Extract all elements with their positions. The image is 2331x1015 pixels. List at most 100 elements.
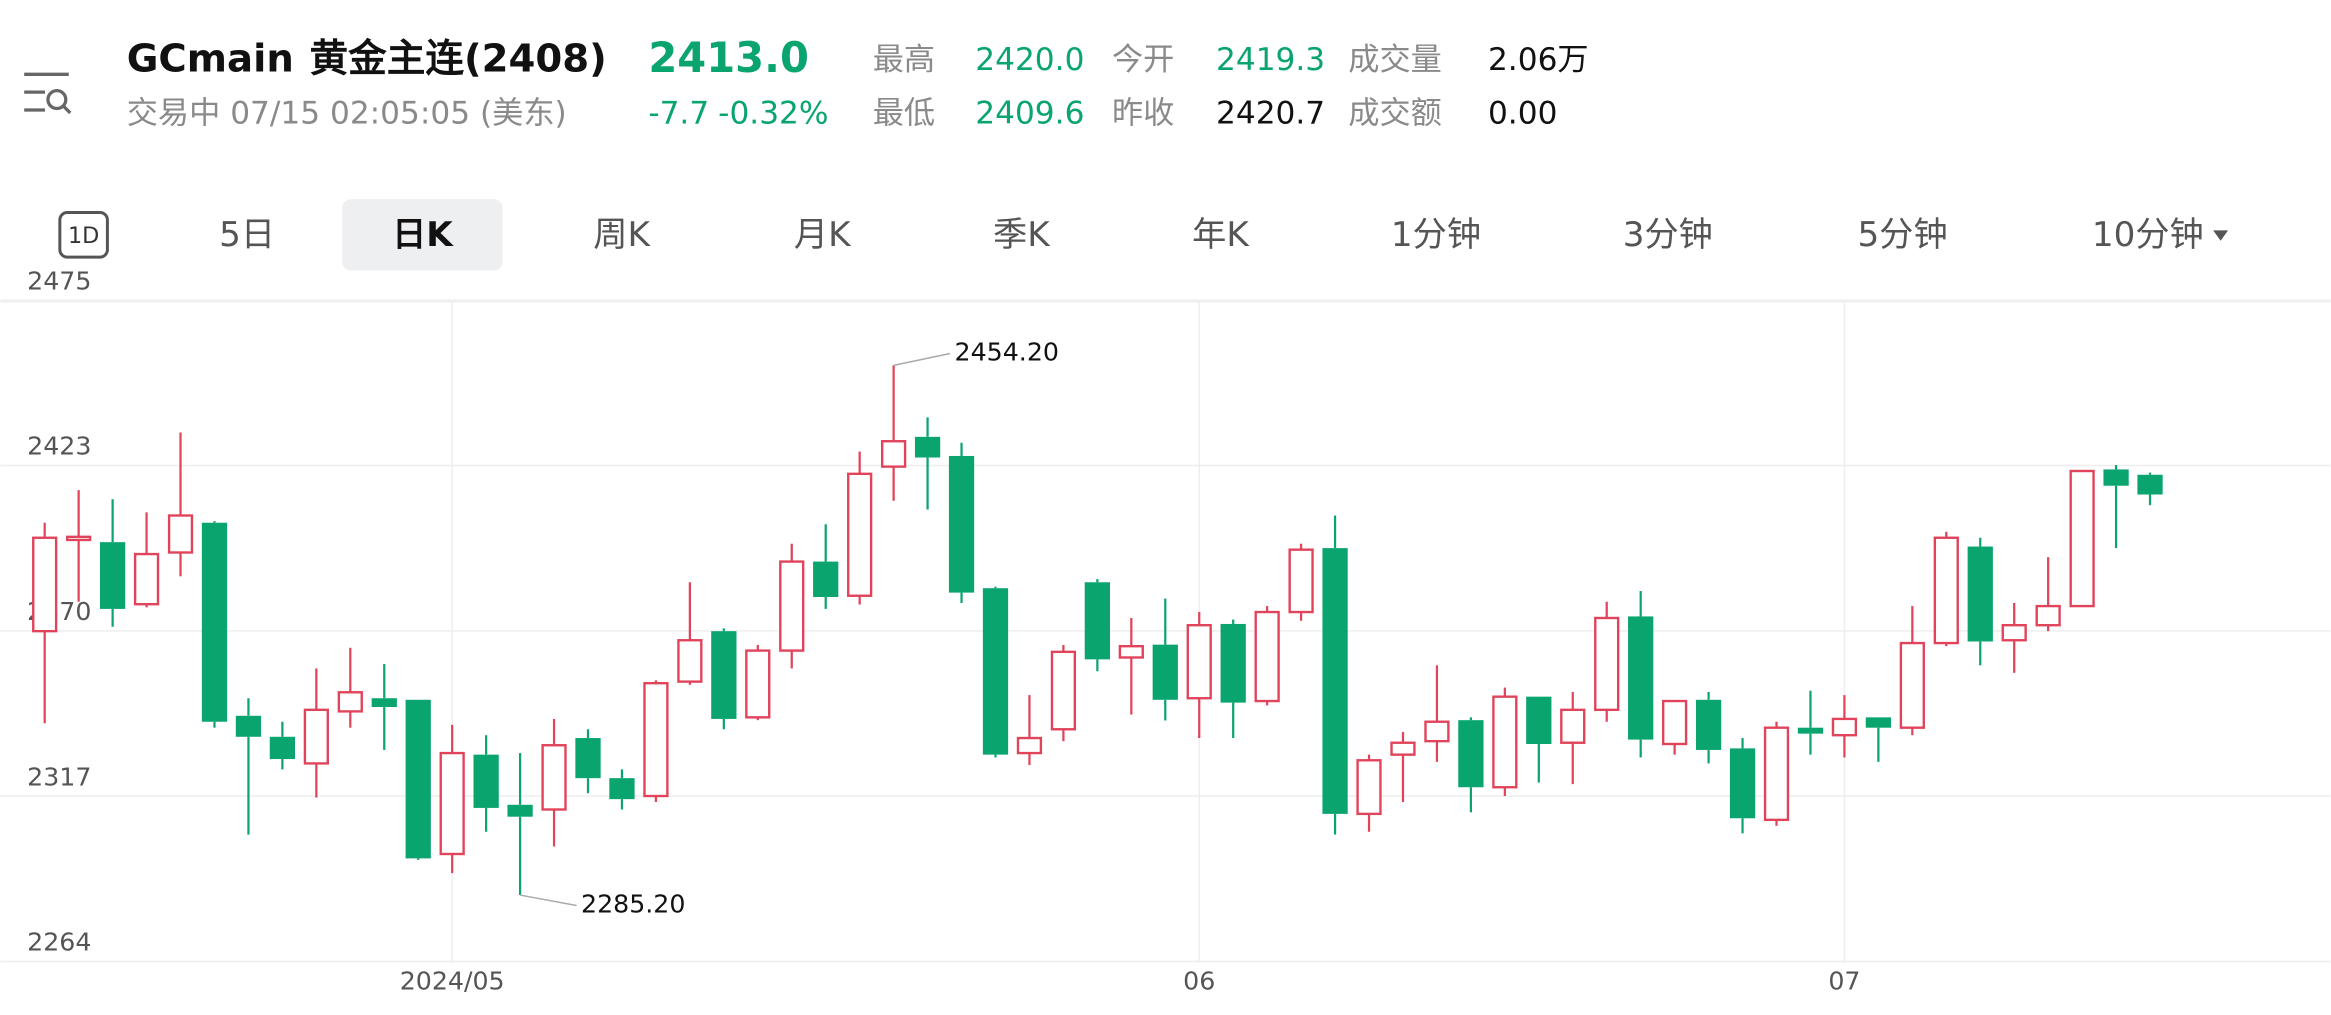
- tab[interactable]: 日K: [392, 215, 454, 255]
- tab[interactable]: 10分钟: [2092, 215, 2204, 255]
- candle-body: [1186, 624, 1212, 700]
- candle-body: [167, 514, 194, 554]
- stat-value: 2419.3: [1216, 42, 1325, 78]
- candle-body: [1594, 616, 1620, 712]
- candle-body: [1831, 717, 1858, 737]
- dropdown-arrow[interactable]: [2213, 230, 2229, 241]
- candle-body: [1288, 548, 1314, 614]
- candle-body: [1152, 644, 1178, 700]
- candle-body: [779, 560, 805, 652]
- candle-body: [1356, 759, 1382, 816]
- x-tick-label: 2024/05: [400, 966, 505, 995]
- candle-body: [880, 440, 907, 468]
- candle-body: [32, 536, 58, 633]
- candle-body: [2103, 469, 2129, 486]
- candle-body: [1662, 699, 1688, 746]
- tab-bar: 5日 日K 周K 月K 季K 年K 1分钟 3分钟 5分钟 10分钟: [219, 199, 2204, 271]
- candle-body: [1933, 536, 1959, 645]
- instrument-name: 黄金主连(2408): [310, 36, 607, 81]
- y-tick-label: 2317: [27, 762, 91, 791]
- candle-body: [677, 639, 703, 683]
- tab[interactable]: 月K: [794, 215, 852, 255]
- annotation-leader: [893, 352, 951, 367]
- y-tick-label: 2264: [27, 928, 91, 957]
- candle-body: [1865, 717, 1892, 728]
- candle-body: [405, 699, 431, 859]
- candle-body: [507, 804, 533, 817]
- candle-body: [1560, 708, 1586, 744]
- stat-label: 成交量: [1348, 42, 1442, 78]
- tab-icon-box[interactable]: [58, 211, 109, 259]
- candle-body: [2035, 604, 2061, 627]
- y-tick-label: 2423: [27, 432, 91, 461]
- candle-body: [201, 522, 228, 722]
- candle-body: [1797, 727, 1824, 734]
- tab[interactable]: 5日: [219, 215, 275, 255]
- candle-body: [575, 738, 601, 779]
- stat-label: 昨收: [1112, 95, 1174, 131]
- candle-body: [1118, 645, 1144, 659]
- candle-body: [1254, 610, 1280, 703]
- candle-body: [1763, 726, 1790, 822]
- stat-value: 2420.0: [975, 42, 1084, 78]
- candle-body: [269, 736, 296, 760]
- last-price: 2413.0: [648, 33, 809, 82]
- stat-label: 最高: [873, 42, 935, 78]
- candle-body: [1628, 616, 1654, 740]
- candle-body: [1695, 699, 1722, 750]
- candle-body: [235, 715, 262, 737]
- candle-body: [1016, 736, 1043, 755]
- candle-body: [439, 751, 465, 856]
- candle-body: [1322, 548, 1348, 814]
- candle-body: [2069, 469, 2095, 608]
- stat-value: 2420.7: [1216, 95, 1325, 131]
- stat-label: 最低: [873, 95, 935, 131]
- tab[interactable]: 5分钟: [1858, 215, 1948, 255]
- stat-value: 2.06万: [1488, 42, 1589, 78]
- stat-value: 2409.6: [975, 95, 1084, 131]
- candle-body: [2001, 624, 2027, 642]
- candle-body: [133, 552, 160, 606]
- annotation: 2454.20: [955, 337, 1059, 366]
- candle-body: [337, 691, 363, 713]
- candle-body: [609, 778, 635, 800]
- tab[interactable]: 3分钟: [1623, 215, 1713, 255]
- tab[interactable]: 1分钟: [1391, 215, 1481, 255]
- x-tick-label: 06: [1183, 966, 1215, 995]
- candle-body: [1424, 720, 1450, 743]
- annotation: 2285.20: [581, 889, 685, 918]
- tab[interactable]: 周K: [593, 215, 651, 255]
- candle-body: [914, 436, 941, 458]
- candle-body: [711, 631, 737, 719]
- candle-body: [813, 561, 839, 597]
- stat-value: 0.00: [1488, 95, 1557, 131]
- candle-body: [1526, 696, 1552, 744]
- tab[interactable]: 季K: [993, 215, 1051, 255]
- tab-active-bg[interactable]: [342, 199, 503, 271]
- y-tick-label: 2475: [27, 266, 91, 295]
- candle-body: [1492, 695, 1518, 789]
- tab[interactable]: 年K: [1192, 215, 1250, 255]
- candle-body: [1899, 641, 1925, 729]
- candle-body: [745, 649, 771, 719]
- change-pct: -0.32%: [718, 95, 828, 131]
- candle-body: [847, 472, 873, 597]
- candle-body: [1458, 720, 1484, 788]
- candle-body: [982, 588, 1009, 755]
- candle-body: [1084, 582, 1110, 660]
- candle-body: [473, 754, 499, 808]
- candle-body: [1390, 741, 1416, 756]
- candle-body: [371, 698, 397, 708]
- status: 交易中 07/15 02:05:05 (美东): [127, 95, 567, 131]
- candle-body: [1967, 546, 1993, 642]
- tab-icon-label[interactable]: 1D: [68, 223, 99, 249]
- candle-body: [66, 535, 92, 542]
- symbol: GCmain: [127, 36, 294, 81]
- candle-body: [1220, 623, 1246, 703]
- menu-icon[interactable]: [24, 72, 72, 115]
- candle-body: [2137, 474, 2163, 495]
- candle-body: [99, 542, 126, 609]
